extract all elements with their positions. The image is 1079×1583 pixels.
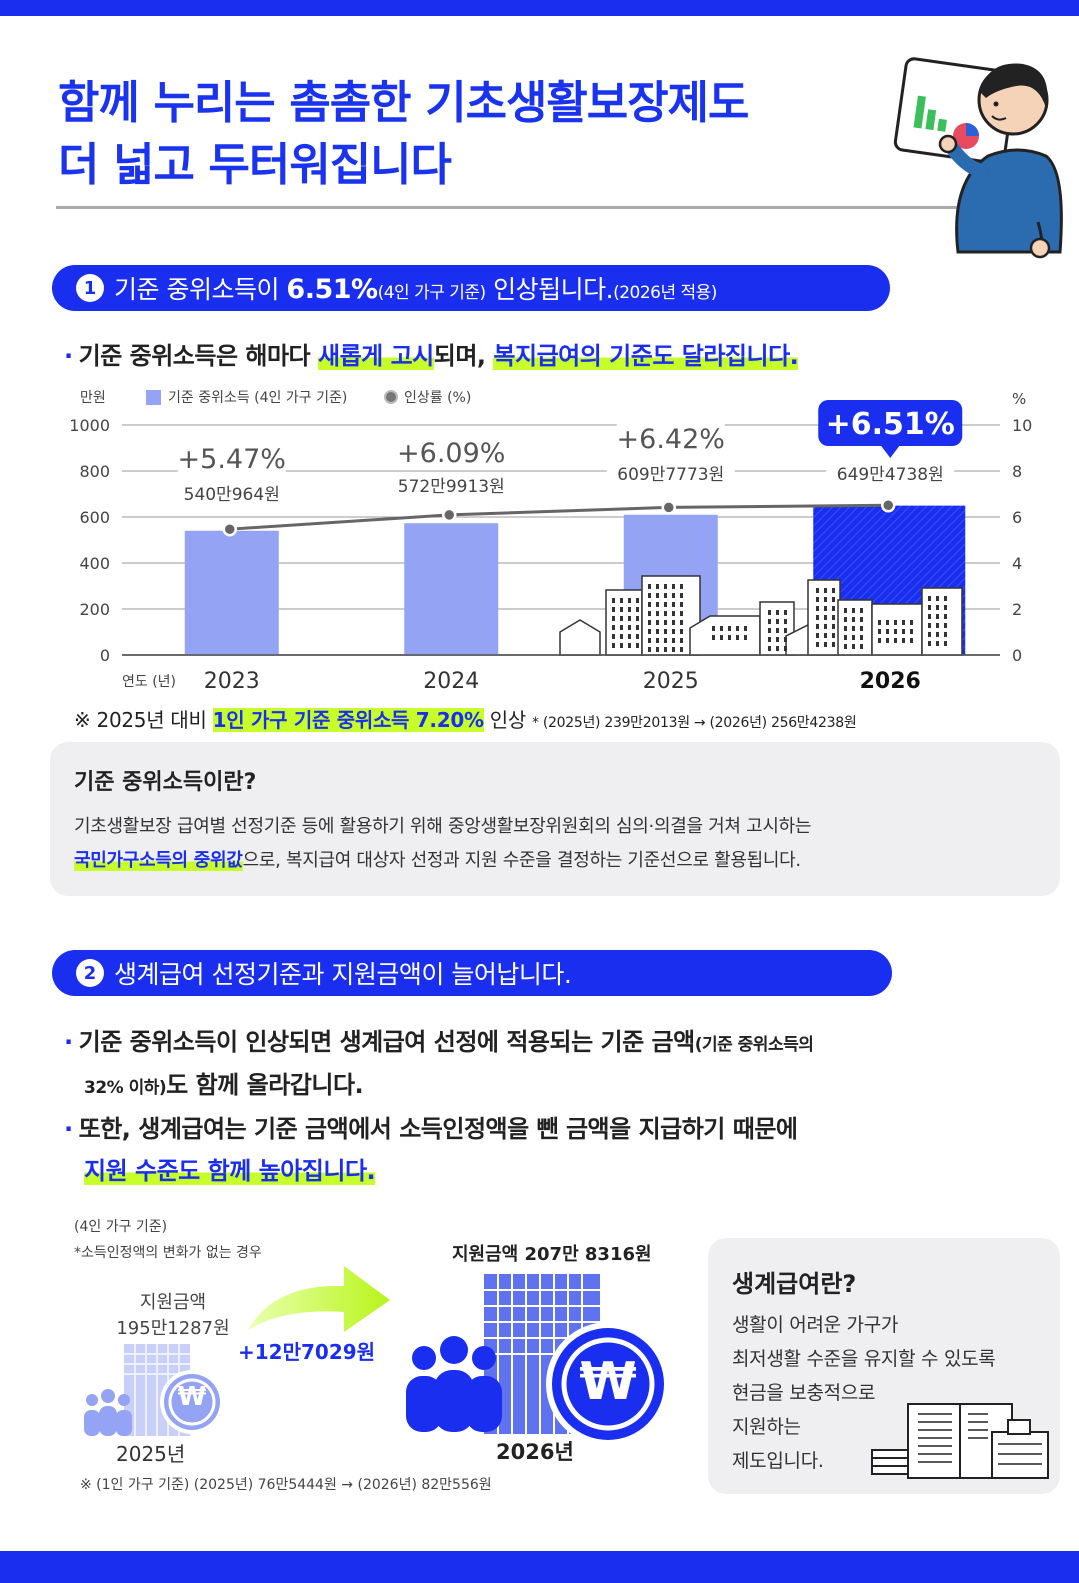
livelihood-benefit-definition-box: 생계급여란? 생활이 어려운 가구가 최저생활 수준을 유지할 수 있도록 현금… <box>708 1238 1060 1494</box>
bottom-bar <box>0 1551 1079 1583</box>
x-tick-2026: 2026 <box>860 669 921 694</box>
bar-2024 <box>404 523 499 655</box>
box1-text: 기초생활보장 급여별 선정기준 등에 활용하기 위해 중앙생활보장위원회의 심의… <box>74 816 812 871</box>
x-tick-2024: 2024 <box>423 669 479 694</box>
x-tick-2025: 2025 <box>643 669 699 694</box>
city-windows <box>612 584 947 652</box>
legend-line-label: 인상률 (%) <box>404 390 471 406</box>
people-icon-small <box>84 1389 132 1436</box>
rate-highlight-badge <box>818 400 963 446</box>
support-2025-label: 지원금액 195만1287원 <box>116 1292 230 1339</box>
chart-footnote: ※ 2025년 대비 1인 가구 기준 중위소득 7.20% 인상 * (202… <box>74 708 857 732</box>
y-tick-right: 6 <box>1012 508 1022 527</box>
y-tick-right: 2 <box>1012 600 1022 619</box>
y-tick-right: 8 <box>1012 462 1022 481</box>
value-label-2024: 572만9913원 <box>398 477 505 497</box>
rate-label-bg <box>177 440 286 474</box>
presenter-illustration-icon <box>893 57 1063 259</box>
value-label-bg <box>606 462 735 486</box>
rate-point-2025 <box>661 500 676 515</box>
bar-2023 <box>184 530 279 655</box>
y-axis-left-unit: 만원 <box>80 390 106 406</box>
box2-heading: 생계급여란? <box>732 1270 857 1298</box>
legend-line-swatch <box>384 390 398 404</box>
rate-label-2024: +6.09% <box>397 438 505 469</box>
value-label-bg <box>387 474 516 498</box>
rate-point-2026 <box>881 498 896 513</box>
y-tick-left: 200 <box>79 600 110 619</box>
section1-number: 1 <box>76 274 104 302</box>
rate-label-bg <box>397 434 506 468</box>
increase-arrow-icon <box>248 1266 390 1332</box>
legend-bar-label: 기준 중위소득 (4인 가구 기준) <box>168 390 347 406</box>
documents-building-icon <box>871 1403 1049 1479</box>
value-label-2023: 540만964원 <box>184 485 280 505</box>
value-label-bg <box>167 482 296 506</box>
rate-label-2026: +6.51% <box>826 407 955 442</box>
rate-highlight-pointer <box>881 446 900 458</box>
x-axis-label: 연도 (년) <box>122 674 176 690</box>
y-axis-right-unit: % <box>1012 390 1026 408</box>
value-label-2025: 609만7773원 <box>617 465 724 485</box>
won-icon-large: ₩ <box>579 1352 637 1412</box>
box1-heading: 기준 중위소득이란? <box>74 770 257 795</box>
section2-title: 생계급여 선정기준과 지원금액이 늘어납니다. <box>114 960 572 989</box>
y-tick-right: 10 <box>1012 416 1032 435</box>
support-increase: +12만7029원 <box>238 1340 376 1364</box>
y-tick-left: 800 <box>79 462 110 481</box>
y-tick-left: 400 <box>79 554 110 573</box>
support-2026-graphic <box>406 1274 670 1440</box>
y-tick-left: 600 <box>79 508 110 527</box>
rate-label-2023: +5.47% <box>178 444 286 475</box>
section1-title: 기준 중위소득이 6.51%(4인 가구 기준) 인상됩니다.(2026년 적용… <box>114 274 717 305</box>
support-basis: (4인 가구 기준) *소득인정액의 변화가 없는 경우 <box>74 1219 262 1261</box>
rate-point-2023 <box>222 521 237 537</box>
support-2026-year: 2026년 <box>496 1440 574 1464</box>
box2-text: 생활이 어려운 가구가 최저생활 수준을 유지할 수 있도록 현금을 보충적으로… <box>732 1314 996 1472</box>
section2-bullet-2: · 또한, 생계급여는 기준 금액에서 소득인정액을 뺀 금액을 지급하기 때문에… <box>64 1115 798 1185</box>
section1-bullet: · 기준 중위소득은 해마다 새롭게 고시되며, 복지급여의 기준도 달라집니다. <box>64 342 799 370</box>
section1-header: 1 기준 중위소득이 6.51%(4인 가구 기준) 인상됩니다.(2026년 … <box>52 265 890 311</box>
won-icon-small: ₩ <box>177 1382 207 1412</box>
section2-bullet-1: · 기준 중위소득이 인상되면 생계급여 선정에 적용되는 기준 금액(기준 중위… <box>64 1028 814 1099</box>
rate-point-2024 <box>442 507 457 523</box>
support-2025-graphic <box>84 1344 224 1436</box>
y-tick-left: 0 <box>100 646 110 665</box>
title-line-2: 더 넓고 두터워집니다 <box>58 138 452 191</box>
y-tick-right: 4 <box>1012 554 1022 573</box>
rate-line <box>229 503 889 531</box>
legend-bar-swatch <box>146 390 161 405</box>
top-bar <box>0 0 1079 16</box>
title-divider <box>56 206 986 209</box>
page-title: 함께 누리는 촘촘한 기초생활보장제도 더 넓고 두터워집니다 <box>58 72 749 196</box>
section2-header: 2 생계급여 선정기준과 지원금액이 늘어납니다. <box>52 950 892 996</box>
y-tick-left: 1000 <box>69 416 110 435</box>
value-label-bg <box>826 462 955 486</box>
x-tick-2023: 2023 <box>204 669 260 694</box>
y-tick-right: 0 <box>1012 646 1022 665</box>
support-2025-year: 2025년 <box>116 1442 186 1466</box>
section2-number: 2 <box>76 959 104 987</box>
value-label-2026: 649만4738원 <box>837 465 944 485</box>
median-income-definition-box: 기준 중위소득이란? 기초생활보장 급여별 선정기준 등에 활용하기 위해 중앙… <box>50 742 1060 896</box>
median-income-chart: 만원 기준 중위소득 (4인 가구 기준) 인상률 (%) %020040060080… <box>69 390 1032 694</box>
people-icon-large <box>406 1336 502 1432</box>
rate-label-bg <box>616 420 725 454</box>
title-line-1: 함께 누리는 촘촘한 기초생활보장제도 <box>58 76 749 129</box>
support-footnote: ※ (1인 가구 기준) (2025년) 76만5444원 → (2026년) … <box>80 1477 492 1493</box>
support-2026-label: 지원금액 207만 8316원 <box>452 1244 652 1265</box>
rate-label-2025: +6.42% <box>617 424 725 455</box>
